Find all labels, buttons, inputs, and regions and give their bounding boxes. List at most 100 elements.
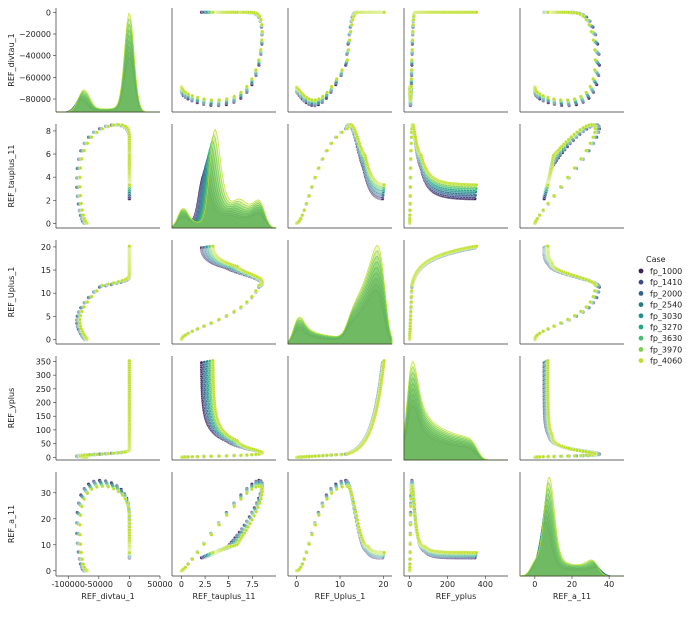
point-fp_4060	[209, 98, 214, 102]
kde-REF_divtau_1-fp_3970	[56, 18, 160, 113]
point-fp_4060	[411, 17, 416, 22]
point-fp_4060	[408, 193, 413, 198]
point-fp_4060	[350, 17, 355, 22]
panel-REF_divtau_1-vs-REF_divtau_1	[55, 8, 160, 113]
point-fp_4060	[260, 38, 264, 42]
point-fp_4060	[329, 84, 334, 89]
point-fp_4060	[410, 29, 415, 34]
kde-REF_divtau_1-fp_2540	[56, 40, 160, 113]
point-fp_4060	[78, 166, 83, 170]
kde-REF_divtau_1-fp_2000	[56, 45, 160, 113]
point-fp_4060	[320, 94, 325, 99]
point-fp_4060	[82, 148, 87, 153]
point-fp_4060	[565, 98, 570, 102]
panel-REF_divtau_1-vs-REF_tauplus_11	[171, 8, 276, 113]
point-fp_4060	[546, 95, 550, 100]
panel-REF_tauplus_11-vs-REF_a_11	[519, 122, 624, 229]
point-fp_4060	[317, 166, 321, 170]
point-fp_4060	[100, 126, 105, 131]
point-fp_4060	[572, 97, 577, 101]
point-fp_4060	[89, 135, 94, 140]
point-fp_4060	[347, 38, 352, 42]
point-fp_4060	[334, 77, 339, 81]
panel-REF_tauplus_11-vs-REF_divtau_1	[55, 122, 160, 229]
point-fp_4060	[80, 157, 84, 161]
point-fp_4060	[592, 47, 597, 52]
point-fp_4060	[85, 141, 90, 146]
point-fp_4060	[82, 216, 87, 221]
point-fp_4060	[578, 12, 582, 17]
point-fp_4060	[325, 90, 329, 95]
point-fp_4060	[202, 97, 206, 101]
point-fp_4060	[116, 122, 121, 127]
point-fp_4060	[537, 92, 542, 96]
kde-REF_divtau_1-fp_1410	[56, 51, 160, 113]
point-fp_4060	[410, 38, 415, 42]
point-fp_4060	[195, 95, 200, 100]
point-fp_4060	[78, 184, 82, 189]
point-fp_4060	[408, 208, 412, 212]
point-fp_4060	[78, 193, 83, 198]
point-fp_4060	[408, 213, 412, 217]
point-fp_4060	[382, 183, 386, 187]
panel-REF_divtau_1-vs-REF_a_11	[519, 8, 624, 113]
point-fp_4060	[256, 58, 261, 62]
point-fp_4060	[409, 135, 414, 140]
point-fp_4060	[552, 97, 556, 101]
point-fp_4060	[382, 10, 386, 15]
kde-REF_divtau_1-fp_4060	[56, 12, 160, 113]
point-fp_4060	[260, 22, 264, 27]
point-fp_4060	[589, 29, 594, 34]
point-fp_4060	[407, 216, 412, 221]
point-fp_4060	[106, 124, 111, 129]
panel-REF_tauplus_11-vs-REF_Uplus_1	[287, 122, 392, 229]
point-fp_4060	[541, 93, 545, 98]
point-fp_4060	[409, 90, 413, 95]
point-fp_4060	[584, 17, 589, 22]
point-fp_4060	[411, 22, 415, 27]
point-fp_4060	[320, 157, 325, 161]
point-fp_4060	[340, 68, 344, 72]
point-fp_4060	[190, 93, 195, 98]
point-fp_4060	[408, 201, 412, 206]
point-fp_4060	[408, 94, 413, 99]
point-fp_4060	[300, 213, 305, 217]
point-fp_4060	[348, 29, 353, 34]
panel-REF_divtau_1-vs-REF_Uplus_1	[287, 8, 392, 113]
point-fp_4060	[239, 90, 243, 95]
point-fp_4060	[587, 22, 591, 27]
point-fp_4060	[334, 135, 339, 140]
point-fp_4060	[313, 98, 318, 102]
point-fp_4060	[474, 183, 479, 187]
point-fp_4060	[127, 183, 132, 187]
point-fp_4060	[250, 77, 254, 81]
point-fp_4060	[546, 10, 550, 15]
point-fp_4060	[592, 68, 597, 72]
point-fp_4060	[310, 98, 314, 102]
point-fp_4060	[95, 130, 99, 135]
point-fp_4060	[329, 141, 334, 146]
point-fp_4060	[591, 77, 595, 81]
point-fp_4060	[211, 10, 215, 15]
point-fp_4060	[581, 14, 586, 19]
point-fp_4060	[183, 90, 188, 95]
panel-REF_tauplus_11-vs-REF_tauplus_11	[171, 124, 277, 229]
point-fp_4060	[410, 58, 414, 62]
point-fp_4060	[349, 22, 354, 27]
point-fp_4060	[80, 208, 85, 212]
point-fp_4060	[259, 17, 263, 22]
point-fp_4060	[254, 68, 258, 72]
point-fp_4060	[409, 68, 414, 72]
point-fp_4060	[224, 97, 229, 101]
point-fp_4060	[409, 148, 413, 153]
point-fp_4060	[186, 92, 191, 96]
point-fp_4060	[260, 29, 265, 34]
point-fp_4060	[79, 201, 84, 206]
point-fp_4060	[408, 166, 413, 170]
kde-REF_divtau_1-fp_3630	[56, 23, 160, 113]
point-fp_4060	[258, 47, 263, 52]
point-fp_4060	[78, 175, 82, 180]
point-fp_4060	[409, 141, 414, 146]
point-fp_4060	[313, 175, 318, 180]
